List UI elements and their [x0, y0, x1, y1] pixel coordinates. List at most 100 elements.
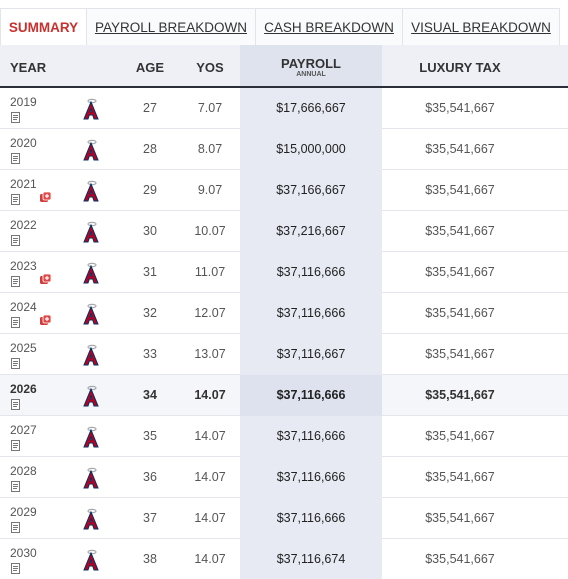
yos: 14.07: [194, 552, 226, 566]
column-header: AGE: [135, 60, 165, 75]
payroll-cell-bg: [240, 88, 382, 129]
luxury-tax: $35,541,667: [425, 183, 495, 197]
age: 28: [143, 142, 157, 156]
option-icon: [40, 190, 52, 202]
column-header: PAYROLL: [281, 56, 341, 71]
luxury-tax: $35,541,667: [425, 142, 495, 156]
document-icon: [11, 561, 20, 574]
column-header: YEAR: [10, 60, 47, 75]
document-icon: [11, 520, 20, 533]
yos: 7.07: [197, 101, 223, 115]
table-row: 2028 36 14.07 $37,116,666 $35,541,667: [0, 457, 568, 498]
tab-label: PAYROLL BREAKDOWN: [94, 20, 248, 35]
option-icon: [40, 272, 52, 284]
payroll: $37,166,667: [276, 183, 346, 197]
age: 30: [143, 224, 157, 238]
column-subheader: ANNUAL: [296, 71, 326, 78]
table-row: 2026 34 14.07 $37,116,666 $35,541,667: [0, 375, 568, 416]
team-logo: [83, 549, 99, 571]
payroll: $37,116,666: [276, 265, 346, 279]
payroll: $17,666,667: [276, 101, 346, 115]
table-row: 2025 33 13.07 $37,116,667 $35,541,667: [0, 334, 568, 375]
age: 34: [143, 388, 157, 402]
yos: 9.07: [197, 183, 223, 197]
payroll-cell-bg: [240, 375, 382, 416]
payroll-cell-bg: [240, 211, 382, 252]
team-logo: [83, 98, 99, 120]
year: 2020: [10, 136, 37, 150]
payroll: $37,116,666: [276, 429, 346, 443]
year: 2019: [10, 95, 37, 109]
team-logo: [83, 221, 99, 243]
table-row: 2019 27 7.07 $17,666,667 $35,541,667: [0, 88, 568, 129]
luxury-tax: $35,541,667: [425, 224, 495, 238]
luxury-tax: $35,541,667: [425, 347, 495, 361]
document-icon: [11, 315, 20, 328]
year: 2030: [10, 546, 37, 560]
payroll-cell-bg: [240, 252, 382, 293]
table-row: 2023 31 11.07 $37,116,666 $35,541,667: [0, 252, 568, 293]
document-icon: [11, 192, 20, 205]
tab[interactable]: PAYROLL BREAKDOWN: [86, 8, 256, 45]
table-row: 2030 38 14.07 $37,116,674 $35,541,667: [0, 539, 568, 579]
team-logo: [83, 139, 99, 161]
tab-label: SUMMARY: [8, 20, 79, 35]
payroll: $37,216,667: [276, 224, 346, 238]
tab-label: VISUAL BREAKDOWN: [411, 20, 551, 35]
yos: 13.07: [194, 347, 226, 361]
age: 29: [143, 183, 157, 197]
age: 33: [143, 347, 157, 361]
payroll: $37,116,666: [276, 470, 346, 484]
option-icon: [40, 313, 52, 325]
document-icon: [11, 438, 20, 451]
yos: 8.07: [197, 142, 223, 156]
age: 27: [143, 101, 157, 115]
payroll-cell-bg: [240, 539, 382, 579]
tab[interactable]: CASH BREAKDOWN: [255, 8, 403, 45]
luxury-tax: $35,541,667: [425, 265, 495, 279]
year: 2022: [10, 218, 37, 232]
year: 2026: [10, 382, 37, 396]
age: 31: [143, 265, 157, 279]
luxury-tax: $35,541,667: [425, 511, 495, 525]
tab[interactable]: VISUAL BREAKDOWN: [402, 8, 560, 45]
age: 38: [143, 552, 157, 566]
tab[interactable]: SUMMARY: [0, 8, 87, 45]
document-icon: [11, 233, 20, 246]
yos: 11.07: [194, 265, 226, 279]
age: 35: [143, 429, 157, 443]
yos: 12.07: [194, 306, 226, 320]
team-logo: [83, 426, 99, 448]
team-logo: [83, 385, 99, 407]
tab-label: CASH BREAKDOWN: [264, 20, 394, 35]
payroll-cell-bg: [240, 498, 382, 539]
table-row: 2027 35 14.07 $37,116,666 $35,541,667: [0, 416, 568, 457]
team-logo: [83, 180, 99, 202]
luxury-tax: $35,541,667: [425, 470, 495, 484]
payroll-cell-bg: [240, 334, 382, 375]
yos: 14.07: [194, 511, 226, 525]
age: 32: [143, 306, 157, 320]
table-row: 2021 29 9.07 $37,166,667 $35,541,667: [0, 170, 568, 211]
payroll-header-bg: [240, 45, 382, 86]
payroll: $37,116,666: [276, 388, 346, 402]
team-logo: [83, 262, 99, 284]
team-logo: [83, 467, 99, 489]
yos: 14.07: [194, 470, 226, 484]
year: 2021: [10, 177, 37, 191]
payroll: $37,116,667: [276, 347, 346, 361]
payroll: $37,116,666: [276, 306, 346, 320]
year: 2025: [10, 341, 37, 355]
payroll: $37,116,674: [276, 552, 346, 566]
table-row: 2024 32 12.07 $37,116,666 $35,541,667: [0, 293, 568, 334]
document-icon: [11, 274, 20, 287]
payroll-cell-bg: [240, 129, 382, 170]
document-icon: [11, 356, 20, 369]
payroll: $15,000,000: [276, 142, 346, 156]
document-icon: [11, 151, 20, 164]
payroll-cell-bg: [240, 416, 382, 457]
team-logo: [83, 344, 99, 366]
year: 2023: [10, 259, 37, 273]
year: 2029: [10, 505, 37, 519]
